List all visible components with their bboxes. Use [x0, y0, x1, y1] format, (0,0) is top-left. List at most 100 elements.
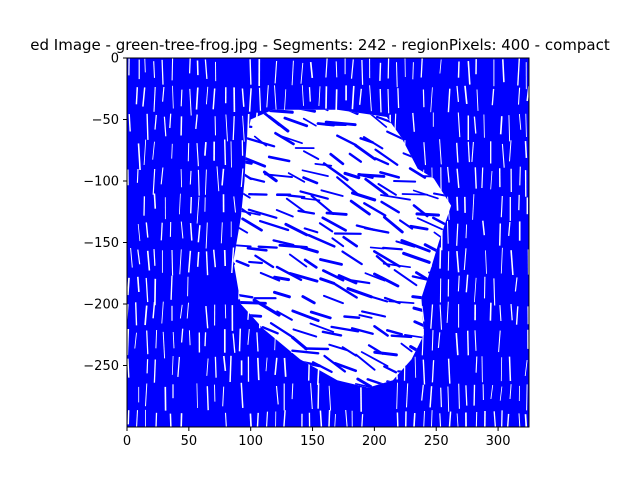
- boundary-stroke: [387, 88, 390, 114]
- region-boundary-stroke: [377, 182, 397, 196]
- region-boundary-stroke: [386, 329, 403, 336]
- region-boundary-stroke: [319, 277, 336, 285]
- boundary-stroke: [248, 88, 252, 112]
- boundary-stroke: [249, 413, 252, 427]
- region-boundary-stroke: [243, 156, 267, 168]
- region-boundary-stroke: [274, 131, 295, 146]
- region-boundary-stroke: [412, 189, 439, 200]
- boundary-stroke: [145, 222, 149, 238]
- boundary-stroke: [187, 250, 192, 273]
- region-boundary-stroke: [393, 180, 417, 183]
- region-boundary-stroke: [330, 325, 360, 333]
- boundary-stroke: [171, 355, 174, 375]
- boundary-stroke: [222, 386, 225, 407]
- boundary-stroke: [508, 115, 511, 142]
- boundary-stroke: [517, 87, 521, 105]
- boundary-stroke: [146, 359, 149, 374]
- boundary-stroke: [258, 87, 262, 111]
- region-boundary-stroke: [390, 334, 413, 339]
- boundary-stroke: [500, 247, 503, 274]
- region-boundary-stroke: [287, 172, 306, 183]
- boundary-stroke: [475, 356, 478, 373]
- region-boundary-stroke: [388, 300, 415, 304]
- region-boundary-stroke: [275, 209, 294, 218]
- boundary-stroke: [501, 410, 503, 427]
- boundary-stroke: [249, 59, 252, 85]
- region-boundary-stroke: [341, 250, 363, 266]
- boundary-stroke: [491, 88, 495, 106]
- boundary-stroke: [498, 223, 502, 246]
- boundary-stroke: [457, 112, 461, 138]
- region-boundary-stroke: [337, 274, 358, 285]
- x-tick-label: 250: [424, 434, 449, 449]
- region-boundary-stroke: [400, 342, 413, 353]
- region-boundary-stroke: [341, 346, 358, 357]
- region-boundary-stroke: [331, 237, 345, 248]
- boundary-stroke: [223, 355, 227, 371]
- region-boundary-stroke: [336, 176, 361, 197]
- boundary-stroke: [396, 382, 398, 410]
- y-axis: 0 −50 −100 −150 −200 −250: [83, 52, 127, 374]
- boundary-stroke: [189, 88, 192, 116]
- region-boundary-stroke: [355, 353, 376, 371]
- region-boundary-stroke: [273, 290, 291, 299]
- region-boundary-stroke: [393, 269, 418, 287]
- boundary-stroke: [161, 301, 164, 324]
- region-boundary-stroke: [268, 109, 294, 114]
- region-boundary-stroke: [246, 137, 276, 148]
- region-boundary-stroke: [300, 245, 319, 254]
- region-boundary-stroke: [322, 294, 344, 305]
- boundary-stroke: [351, 85, 355, 110]
- boundary-stroke: [325, 58, 328, 78]
- region-boundary-stroke: [258, 219, 290, 232]
- boundary-stroke: [422, 359, 426, 385]
- boundary-stroke: [155, 329, 158, 349]
- region-boundary-stroke: [307, 233, 336, 248]
- region-boundary-stroke: [301, 295, 316, 305]
- boundary-stroke: [335, 61, 338, 78]
- boundary-stroke: [204, 332, 207, 347]
- boundary-stroke: [509, 384, 512, 400]
- region-boundary-stroke: [302, 176, 319, 185]
- region-boundary-stroke: [361, 310, 387, 318]
- boundary-stroke: [189, 170, 192, 185]
- region-boundary-stroke: [374, 148, 399, 166]
- boundary-stroke: [152, 168, 156, 195]
- boundary-stroke: [179, 193, 181, 215]
- boundary-stroke: [525, 113, 527, 138]
- boundary-stroke: [421, 305, 425, 322]
- region-boundary-stroke: [382, 246, 403, 251]
- chart-title: ed Image - green-tree-frog.jpg - Segment…: [30, 36, 610, 54]
- region-boundary-stroke: [252, 298, 281, 317]
- region-boundary-stroke: [350, 279, 371, 285]
- boundary-stroke: [431, 330, 434, 351]
- boundary-stroke: [144, 58, 146, 73]
- boundary-stroke: [153, 193, 157, 209]
- boundary-stroke: [283, 357, 287, 377]
- region-boundary-stroke: [373, 350, 398, 357]
- boundary-stroke: [456, 168, 460, 188]
- boundary-stroke: [212, 249, 217, 268]
- boundary-stroke: [153, 61, 156, 78]
- region-boundary-stroke: [342, 235, 359, 248]
- boundary-stroke: [421, 384, 424, 401]
- x-tick-label: 300: [486, 434, 511, 449]
- boundary-stroke: [472, 194, 475, 220]
- boundary-stroke: [379, 88, 382, 113]
- region-boundary-stroke: [318, 222, 334, 233]
- region-boundary-stroke: [343, 315, 361, 320]
- x-tick-label: 150: [300, 434, 325, 449]
- region-boundary-stroke: [267, 155, 291, 163]
- boundary-stroke: [196, 196, 200, 224]
- boundary-stroke: [197, 169, 200, 196]
- boundary-stroke: [465, 274, 469, 293]
- boundary-stroke: [510, 250, 514, 276]
- region-boundary-stroke: [346, 287, 373, 299]
- region-boundary-stroke: [383, 365, 398, 374]
- boundary-stroke: [214, 356, 217, 378]
- boundary-stroke: [447, 386, 450, 412]
- boundary-stroke: [291, 60, 294, 86]
- boundary-stroke: [155, 412, 158, 427]
- region-boundary-stroke: [291, 335, 308, 351]
